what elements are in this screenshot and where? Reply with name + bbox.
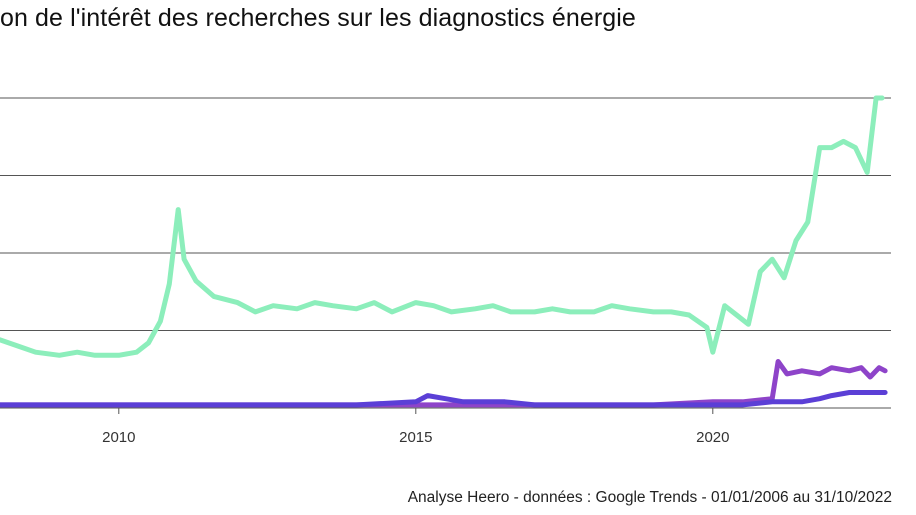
series-line-3: [0, 390, 888, 408]
source-caption: Analyse Heero - données : Google Trends …: [407, 489, 892, 506]
x-tick-label: 2010: [102, 429, 135, 446]
x-tick-label: 2020: [696, 429, 729, 446]
x-tick-label: 2015: [399, 429, 432, 446]
gridlines: [0, 97, 891, 409]
series-lines: [0, 95, 888, 408]
chart-title: on de l'intérêt des recherches sur les d…: [0, 4, 636, 32]
series-line-1: [0, 95, 885, 358]
x-axis-ticks: 2010 2015 2020: [102, 408, 729, 446]
